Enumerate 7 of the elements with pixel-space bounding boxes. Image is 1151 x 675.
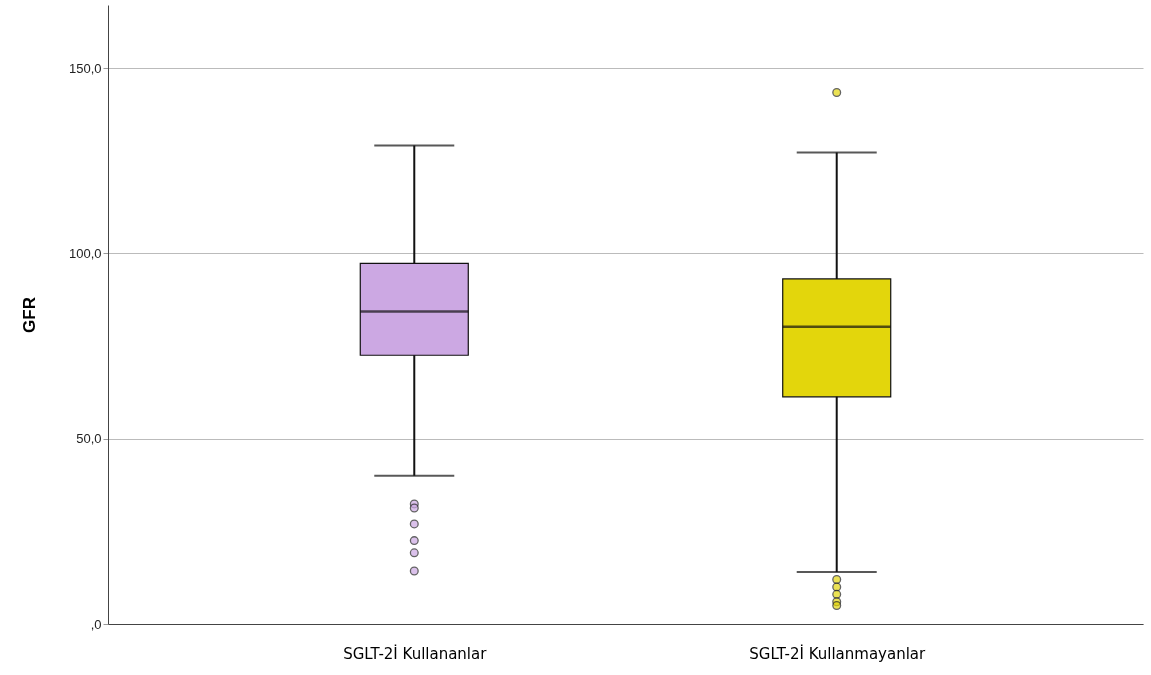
y-tick-label: 150,0 [68, 60, 102, 76]
x-tick-label: SGLT-2İ Kullananlar [343, 643, 488, 663]
y-tick-label: ,0 [90, 616, 102, 632]
y-tick-label: 50,0 [76, 431, 102, 447]
x-tick-label: SGLT-2İ Kullanmayanlar [749, 643, 927, 663]
y-axis-title: GFR [19, 297, 39, 333]
y-tick-label: 100,0 [68, 245, 102, 261]
